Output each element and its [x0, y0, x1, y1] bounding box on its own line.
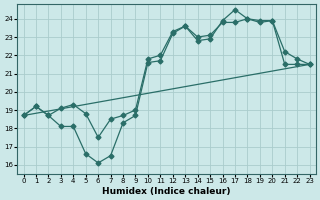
X-axis label: Humidex (Indice chaleur): Humidex (Indice chaleur) [102, 187, 231, 196]
